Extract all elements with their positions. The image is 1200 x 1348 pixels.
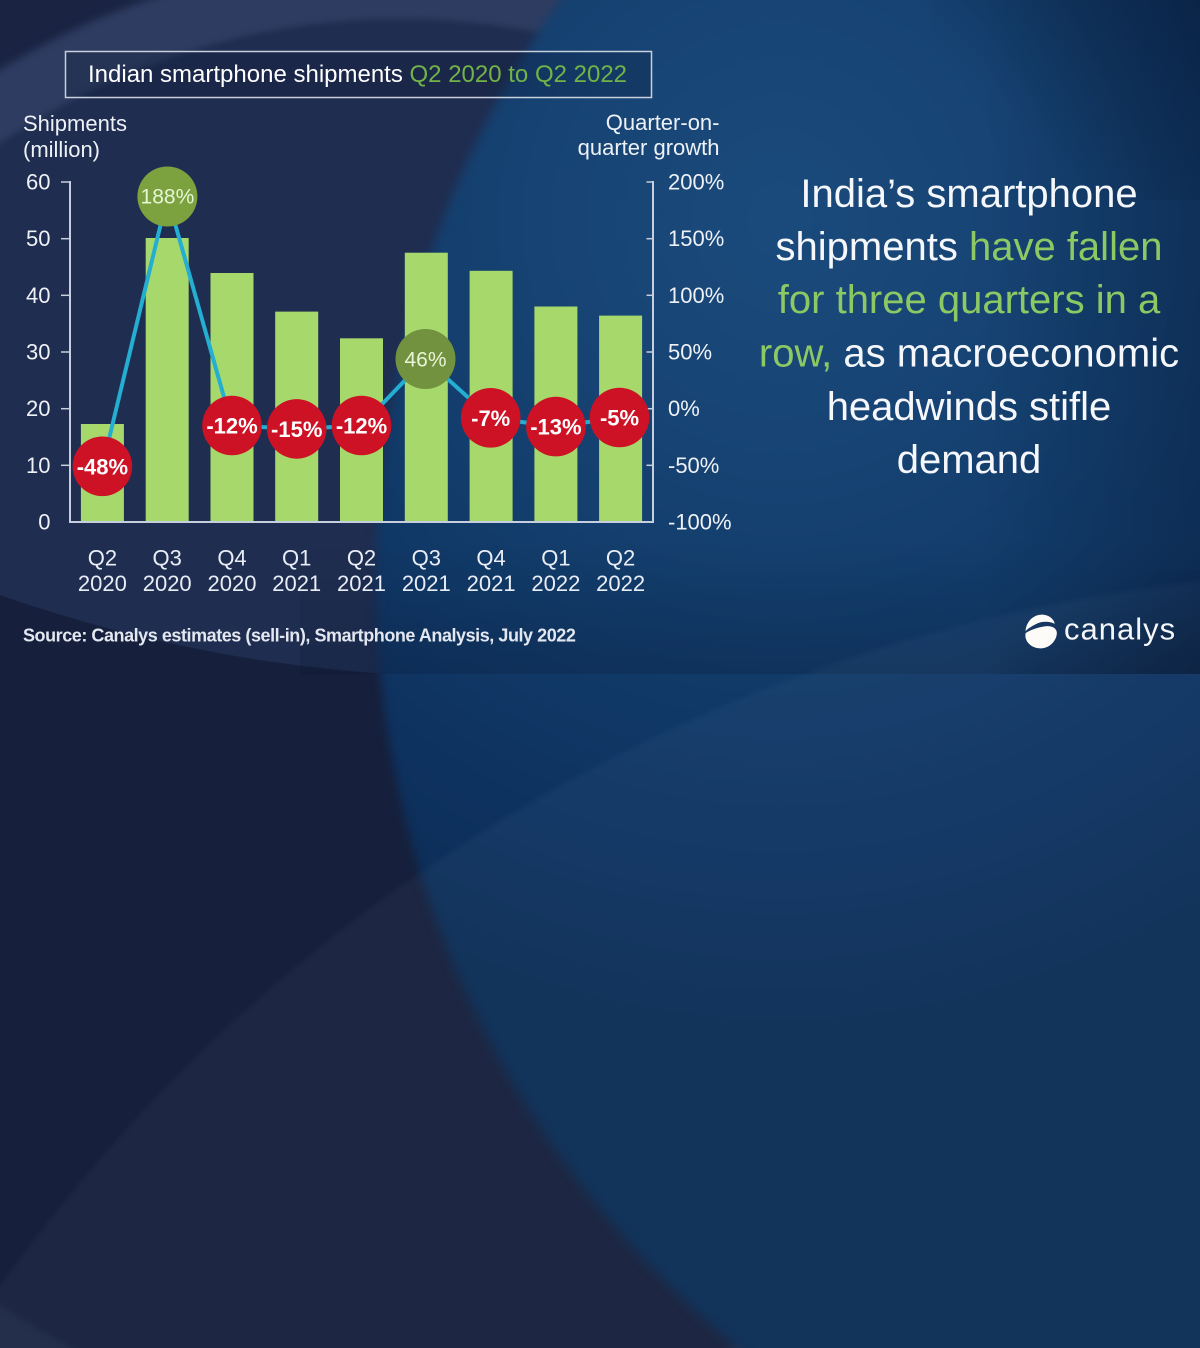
svg-text:Q1: Q1 (541, 546, 570, 571)
svg-text:0%: 0% (668, 396, 700, 421)
svg-text:quarter growth: quarter growth (578, 135, 720, 160)
svg-text:shipments have fallen: shipments have fallen (776, 225, 1163, 269)
svg-text:-12%: -12% (336, 414, 387, 439)
svg-text:Q2: Q2 (88, 546, 117, 571)
svg-text:-7%: -7% (471, 406, 510, 431)
svg-text:50: 50 (26, 226, 50, 251)
svg-text:for three quarters in a: for three quarters in a (778, 278, 1161, 322)
svg-text:canalys: canalys (1064, 612, 1176, 647)
svg-text:100%: 100% (668, 283, 724, 308)
svg-text:30: 30 (26, 340, 50, 365)
svg-text:-48%: -48% (77, 454, 128, 479)
svg-text:-12%: -12% (206, 414, 257, 439)
svg-text:188%: 188% (141, 186, 195, 209)
svg-text:50%: 50% (668, 340, 712, 365)
svg-text:20: 20 (26, 396, 50, 421)
svg-text:-50%: -50% (668, 453, 719, 478)
svg-text:2021: 2021 (272, 571, 321, 596)
svg-text:Q4: Q4 (217, 546, 246, 571)
svg-text:Source: Canalys estimates (sel: Source: Canalys estimates (sell-in), Sma… (23, 626, 576, 646)
svg-text:Quarter-on-: Quarter-on- (606, 110, 720, 135)
svg-text:-5%: -5% (600, 406, 639, 431)
svg-text:2021: 2021 (402, 571, 451, 596)
svg-text:Shipments: Shipments (23, 111, 127, 136)
svg-text:2021: 2021 (467, 571, 516, 596)
svg-text:60: 60 (26, 170, 50, 195)
svg-text:2021: 2021 (337, 571, 386, 596)
svg-text:Q2: Q2 (347, 546, 376, 571)
svg-text:200%: 200% (668, 170, 724, 195)
svg-text:-15%: -15% (271, 417, 322, 442)
svg-text:46%: 46% (404, 349, 446, 372)
svg-text:demand: demand (897, 438, 1042, 482)
svg-text:2022: 2022 (596, 571, 645, 596)
svg-text:Q4: Q4 (476, 546, 505, 571)
svg-text:2020: 2020 (78, 571, 127, 596)
svg-text:2020: 2020 (208, 571, 257, 596)
svg-text:Q3: Q3 (412, 546, 441, 571)
svg-text:0: 0 (38, 510, 50, 535)
svg-text:Indian smartphone shipments Q2: Indian smartphone shipments Q2 2020 to Q… (88, 61, 627, 88)
svg-text:Q1: Q1 (282, 546, 311, 571)
svg-text:(million): (million) (23, 137, 100, 162)
svg-text:Q3: Q3 (153, 546, 182, 571)
svg-text:40: 40 (26, 283, 50, 308)
svg-text:-100%: -100% (668, 510, 732, 535)
svg-text:Q2: Q2 (606, 546, 635, 571)
svg-text:India’s smartphone: India’s smartphone (800, 172, 1137, 216)
svg-text:2020: 2020 (143, 571, 192, 596)
svg-text:-13%: -13% (530, 415, 581, 440)
svg-text:10: 10 (26, 453, 50, 478)
svg-text:headwinds stifle: headwinds stifle (827, 385, 1112, 429)
svg-text:2022: 2022 (531, 571, 580, 596)
svg-text:150%: 150% (668, 226, 724, 251)
svg-text:row, as macroeconomic: row, as macroeconomic (759, 332, 1179, 376)
